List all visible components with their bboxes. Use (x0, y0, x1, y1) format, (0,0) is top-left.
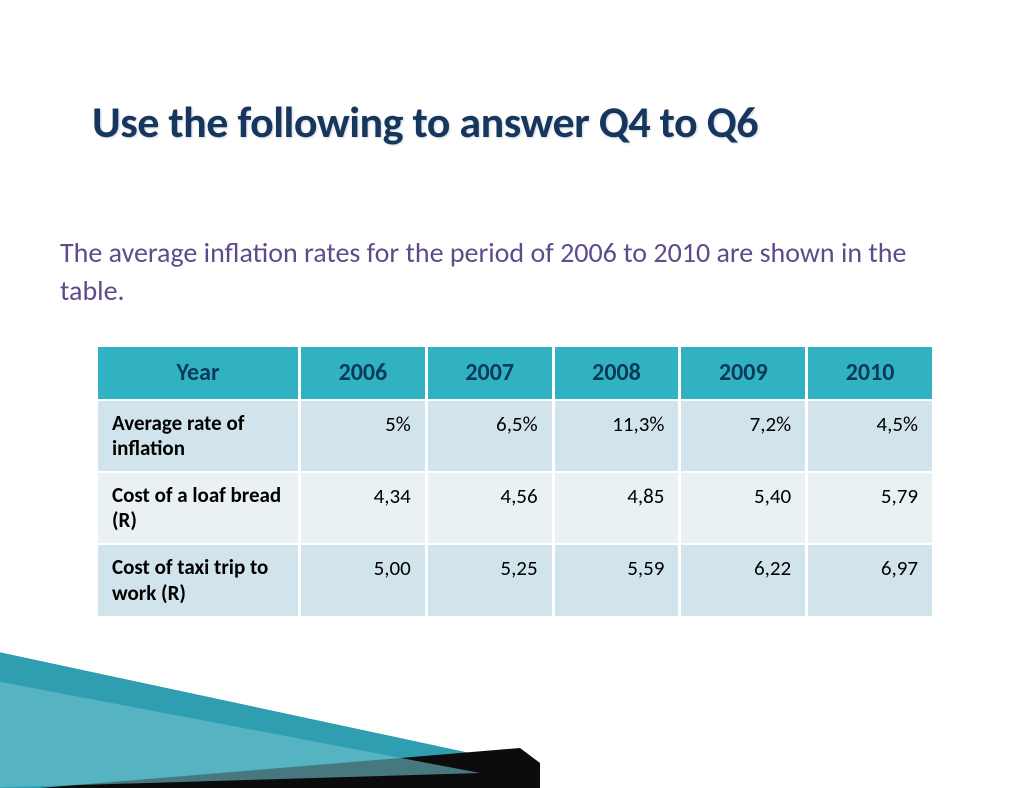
table-row: Average rate of inflation 5% 6,5% 11,3% … (98, 401, 932, 471)
cell: 7,2% (681, 401, 805, 471)
cell: 5% (301, 401, 425, 471)
cell: 4,34 (301, 473, 425, 543)
table-row: Cost of a loaf bread (R) 4,34 4,56 4,85 … (98, 473, 932, 543)
col-header-2010: 2010 (808, 347, 932, 399)
cell: 5,79 (808, 473, 932, 543)
cell: 5,59 (555, 545, 679, 615)
table-header-row: Year 2006 2007 2008 2009 2010 (98, 347, 932, 399)
cell: 5,40 (681, 473, 805, 543)
col-header-2006: 2006 (301, 347, 425, 399)
cell: 5,00 (301, 545, 425, 615)
col-header-year: Year (98, 347, 298, 399)
cell: 5,25 (428, 545, 552, 615)
table-row: Cost of taxi trip to work (R) 5,00 5,25 … (98, 545, 932, 615)
cell: 4,56 (428, 473, 552, 543)
row-label: Average rate of inflation (98, 401, 298, 471)
col-header-2008: 2008 (555, 347, 679, 399)
cell: 6,5% (428, 401, 552, 471)
row-label: Cost of taxi trip to work (R) (98, 545, 298, 615)
slide-title: Use the following to answer Q4 to Q6 (0, 0, 1024, 149)
slide-subtitle: The average inflation rates for the peri… (0, 149, 1024, 310)
cell: 4,85 (555, 473, 679, 543)
decorative-corner-shard (0, 608, 540, 788)
cell: 6,22 (681, 545, 805, 615)
cell: 11,3% (555, 401, 679, 471)
row-label: Cost of a loaf bread (R) (98, 473, 298, 543)
cell: 4,5% (808, 401, 932, 471)
inflation-table: Year 2006 2007 2008 2009 2010 Average ra… (95, 345, 935, 618)
col-header-2009: 2009 (681, 347, 805, 399)
col-header-2007: 2007 (428, 347, 552, 399)
cell: 6,97 (808, 545, 932, 615)
